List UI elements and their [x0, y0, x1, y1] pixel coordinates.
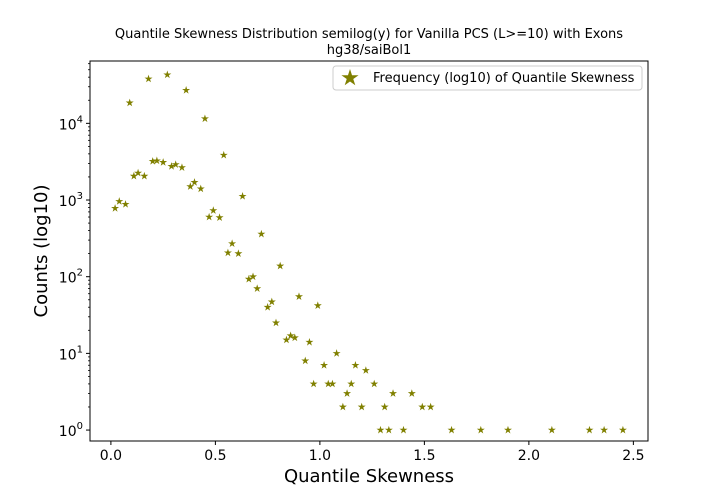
data-point-0-6: [140, 171, 149, 180]
chart-subtitle: hg38/saiBol1: [327, 43, 412, 58]
data-point-0-0: [111, 204, 120, 212]
data-points: [111, 70, 627, 434]
data-point-0-65: [503, 425, 512, 434]
data-point-0-3: [125, 98, 134, 107]
y-tick-label-1: 101: [59, 344, 83, 363]
data-point-0-20: [205, 212, 214, 221]
data-point-0-27: [238, 192, 247, 200]
x-tick-label-1: 0.5: [204, 448, 226, 464]
data-point-0-40: [301, 356, 310, 365]
data-point-0-33: [267, 297, 276, 306]
chart-title: Quantile Skewness Distribution semilog(y…: [115, 27, 623, 42]
x-axis-ticks: 0.0 0.5 1.0 1.5 2.0 2.5: [100, 441, 645, 464]
x-tick-label-0: 0.0: [100, 448, 122, 464]
data-point-0-51: [351, 361, 360, 369]
data-point-0-34: [272, 318, 280, 327]
x-tick-label-3: 1.5: [413, 448, 435, 464]
data-point-0-69: [618, 425, 627, 434]
data-point-0-50: [347, 379, 356, 388]
data-point-0-53: [361, 366, 370, 374]
data-point-0-15: [182, 86, 191, 94]
data-point-0-17: [190, 178, 199, 186]
data-point-0-39: [294, 292, 303, 301]
y-tick-label-2: 102: [59, 268, 83, 287]
data-point-0-49: [343, 389, 352, 397]
data-point-0-58: [389, 389, 398, 397]
data-point-0-22: [215, 213, 224, 221]
x-tick-label-4: 2.0: [518, 448, 540, 464]
data-point-0-21: [209, 206, 218, 214]
data-point-0-60: [407, 389, 416, 397]
data-point-0-24: [223, 248, 232, 257]
data-point-0-54: [370, 379, 379, 388]
x-axis-label: Quantile Skewness: [284, 466, 454, 487]
data-point-0-10: [159, 158, 168, 166]
data-point-0-14: [177, 163, 186, 171]
data-point-0-48: [338, 402, 347, 411]
data-point-0-23: [219, 150, 228, 159]
data-point-0-26: [234, 249, 243, 258]
data-point-0-66: [547, 425, 556, 434]
data-point-0-56: [380, 402, 389, 411]
y-tick-label-0: 100: [59, 421, 83, 440]
data-point-0-30: [253, 284, 262, 292]
data-point-0-55: [376, 425, 385, 434]
data-point-0-25: [228, 239, 237, 248]
data-point-0-59: [399, 425, 408, 434]
data-point-0-47: [332, 349, 341, 357]
data-point-0-43: [313, 301, 322, 309]
y-tick-label-4: 104: [59, 114, 83, 133]
y-axis-ticks: 100 101 102 103 104: [59, 63, 90, 440]
data-point-0-11: [163, 70, 172, 79]
x-tick-label-5: 2.5: [622, 448, 644, 464]
data-point-0-19: [200, 114, 209, 123]
data-point-0-18: [196, 184, 205, 193]
data-point-0-2: [121, 200, 130, 208]
x-tick-label-2: 1.0: [309, 448, 331, 464]
data-point-0-68: [600, 425, 609, 434]
data-point-0-62: [426, 402, 435, 411]
data-point-0-67: [585, 425, 594, 434]
data-point-0-7: [144, 74, 153, 83]
data-point-0-31: [257, 229, 266, 238]
data-point-0-61: [418, 402, 427, 411]
legend: Frequency (log10) of Quantile Skewness: [332, 65, 643, 91]
y-axis-label: Counts (log10): [31, 185, 52, 318]
plot-frame: [89, 60, 649, 442]
y-tick-label-3: 103: [59, 191, 83, 210]
data-point-0-64: [476, 425, 485, 434]
legend-label: Frequency (log10) of Quantile Skewness: [373, 71, 635, 86]
data-point-0-1: [115, 197, 124, 205]
data-point-0-44: [320, 361, 329, 369]
legend-box: [332, 65, 643, 91]
data-point-0-42: [309, 379, 318, 388]
data-point-0-63: [447, 425, 456, 434]
data-point-0-35: [276, 261, 285, 270]
data-point-0-41: [305, 337, 314, 346]
data-point-0-52: [357, 402, 366, 411]
data-point-0-57: [384, 425, 393, 434]
